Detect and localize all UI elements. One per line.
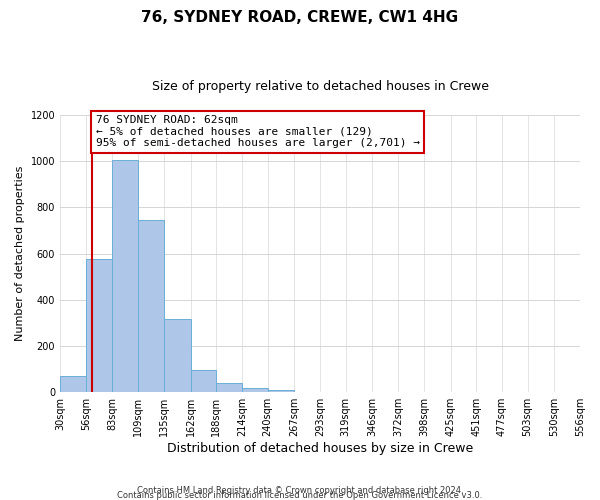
Text: 76, SYDNEY ROAD, CREWE, CW1 4HG: 76, SYDNEY ROAD, CREWE, CW1 4HG bbox=[142, 10, 458, 25]
Bar bbox=[138, 220, 164, 392]
Bar bbox=[112, 160, 138, 392]
X-axis label: Distribution of detached houses by size in Crewe: Distribution of detached houses by size … bbox=[167, 442, 473, 455]
Text: Contains HM Land Registry data © Crown copyright and database right 2024.: Contains HM Land Registry data © Crown c… bbox=[137, 486, 463, 495]
Bar bbox=[60, 376, 86, 392]
Bar bbox=[242, 388, 268, 392]
Text: 76 SYDNEY ROAD: 62sqm
← 5% of detached houses are smaller (129)
95% of semi-deta: 76 SYDNEY ROAD: 62sqm ← 5% of detached h… bbox=[95, 115, 419, 148]
Bar bbox=[191, 370, 216, 392]
Text: Contains public sector information licensed under the Open Government Licence v3: Contains public sector information licen… bbox=[118, 491, 482, 500]
Bar bbox=[216, 383, 242, 392]
Bar bbox=[164, 320, 191, 392]
Bar bbox=[268, 390, 295, 392]
Bar bbox=[86, 260, 112, 392]
Y-axis label: Number of detached properties: Number of detached properties bbox=[15, 166, 25, 342]
Title: Size of property relative to detached houses in Crewe: Size of property relative to detached ho… bbox=[152, 80, 488, 93]
